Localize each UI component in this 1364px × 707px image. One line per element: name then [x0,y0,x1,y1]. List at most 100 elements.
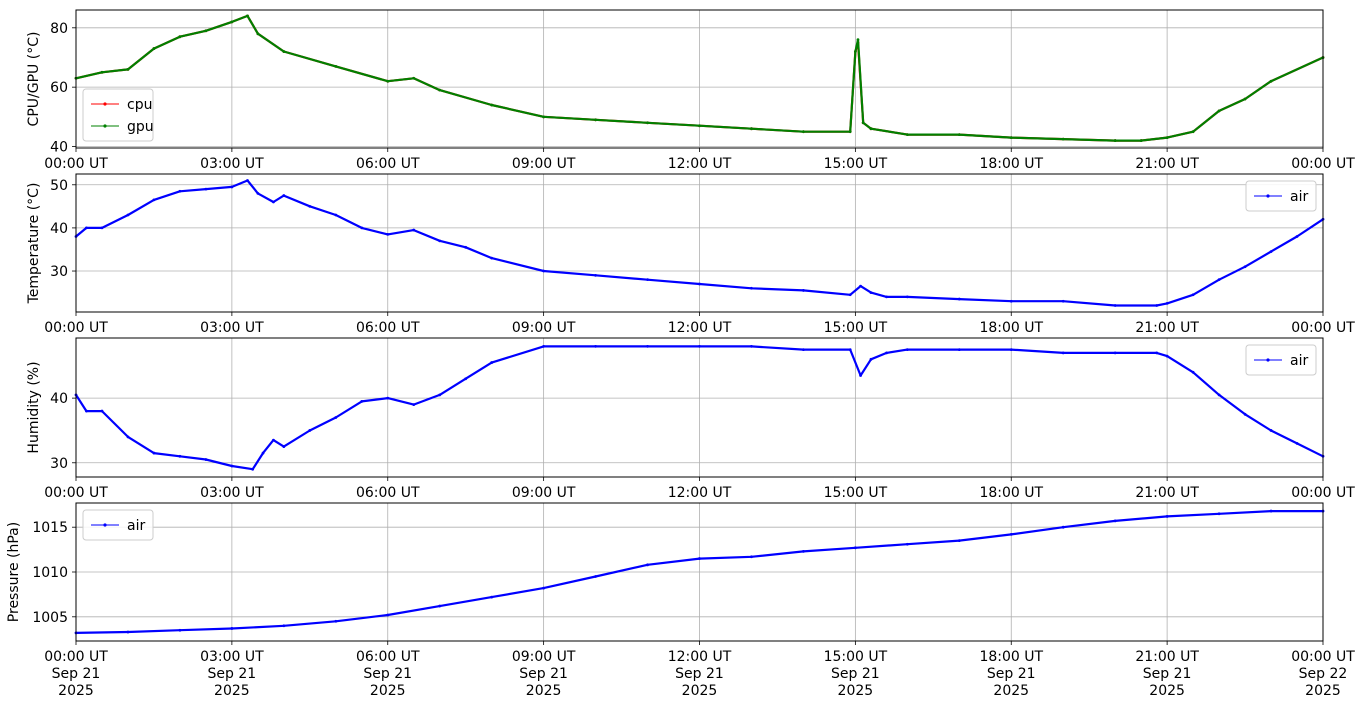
data-point-air [1061,299,1065,303]
data-point-air [272,200,275,204]
data-point-gpu [282,50,286,53]
data-point-gpu [1191,130,1195,134]
data-point-air [282,194,286,197]
x-tick-label-line: 00:00 UT [1291,320,1355,336]
panel-2: 30 40 50 00:00 UT 03:00 UT 06:00 UT 09:00 UT 12… [26,173,1355,336]
data-point-gpu [412,76,416,80]
x-tick-label: 21:00 UT [1135,156,1199,172]
data-point-gpu [848,130,852,134]
data-point-air [848,293,852,297]
data-point-gpu [861,121,865,125]
y-tick-label: 1015 [32,520,68,536]
legend-label-air: air [1290,353,1308,369]
y-axis-label: Humidity (%) [26,361,42,453]
data-point-gpu [152,47,156,50]
data-point-gpu [1243,97,1247,101]
x-tick-label-line: 03:00 UT [200,320,264,336]
legend: cpu gpu [82,88,154,142]
x-tick-label-line: 15:00 UT [824,649,888,665]
data-point-air [905,348,909,352]
x-tick-label: 00:00 UT Sep 21 2025 [44,649,108,699]
data-point-air [1113,519,1117,523]
x-tick-label-line: 2025 [370,683,406,699]
data-point-gpu [957,133,961,137]
panel-1: 40 60 80 00:00 UT 03:00 UT 06:00 UT 09:00 UT 12… [26,9,1355,172]
data-point-air [542,586,546,590]
data-point-gpu [802,130,805,134]
x-tick-label: 15:00 UT [824,485,888,501]
x-tick-label-line: 2025 [1149,683,1185,699]
x-tick-label-line: 00:00 UT [44,649,108,665]
data-point-air [490,595,494,599]
legend-label-cpu: cpu [127,97,152,113]
x-tick-label-line: 2025 [993,683,1029,699]
x-tick-label: 06:00 UT [356,320,420,336]
data-point-air [1295,441,1299,445]
x-tick-label: 06:00 UT Sep 21 2025 [356,649,420,699]
data-point-air [251,467,255,471]
data-point-air [1243,412,1247,416]
x-tick-label-line: 00:00 UT [1291,156,1355,172]
x-tick-label-line: 12:00 UT [668,649,732,665]
data-point-air [204,458,208,461]
data-point-gpu [853,50,857,53]
data-point-air [1113,304,1117,307]
data-point-air [542,269,546,273]
data-point-air [261,451,265,455]
x-tick-label-line: 2025 [526,683,562,699]
data-point-air [698,557,701,560]
y-axis-label: CPU/GPU (°C) [26,32,42,127]
data-point-gpu [542,115,546,119]
data-point-air [438,393,442,397]
x-tick-label-line: 09:00 UT [512,485,576,501]
data-point-air [802,549,805,553]
data-point-air [412,228,416,232]
x-tick-label-line: 18:00 UT [979,649,1043,665]
data-point-air [698,345,701,348]
y-tick-label: 50 [50,178,68,194]
data-point-gpu [1165,136,1169,140]
data-point-air [1165,354,1169,358]
x-tick-label: 03:00 UT [200,320,264,336]
x-tick-label-line: 2025 [58,683,94,699]
data-point-gpu [1139,139,1143,142]
data-point-air [1217,393,1221,397]
x-tick-label: 09:00 UT [512,485,576,501]
x-tick-label-line: 00:00 UT [44,320,108,336]
x-tick-label-line: 09:00 UT [512,649,576,665]
x-tick-label-line: 15:00 UT [824,485,888,501]
data-point-air [100,409,104,413]
x-tick-label: 03:00 UT Sep 21 2025 [200,649,264,699]
data-point-air [152,198,156,202]
y-tick-label: 40 [50,391,68,407]
data-point-air [859,284,862,288]
x-tick-label-line: 06:00 UT [356,649,420,665]
data-point-air [126,630,130,634]
x-tick-label: 21:00 UT [1135,485,1199,501]
data-point-gpu [869,127,873,131]
data-point-air [1009,532,1013,536]
x-tick-label: 00:00 UT [1291,485,1355,501]
y-tick-label: 1005 [32,610,68,626]
data-point-gpu [256,32,260,36]
data-point-air [646,278,649,282]
data-point-air [308,204,312,208]
data-point-air [84,409,88,413]
data-point-gpu [1269,79,1273,83]
legend-label-gpu: gpu [127,119,154,135]
x-tick-label-line: 21:00 UT [1135,649,1199,665]
data-point-gpu [905,133,909,137]
data-point-air [334,416,338,419]
data-point-air [282,624,286,628]
x-tick-label: 09:00 UT Sep 21 2025 [512,649,576,699]
data-point-gpu [178,35,182,39]
data-point-air [594,575,597,578]
x-tick-label-line: 03:00 UT [200,156,264,172]
x-tick-label: 09:00 UT [512,156,576,172]
data-point-air [308,429,312,432]
data-point-gpu [698,124,701,128]
data-point-air [272,438,275,442]
data-point-gpu [1061,137,1065,141]
x-tick-label: 12:00 UT Sep 21 2025 [668,649,732,699]
